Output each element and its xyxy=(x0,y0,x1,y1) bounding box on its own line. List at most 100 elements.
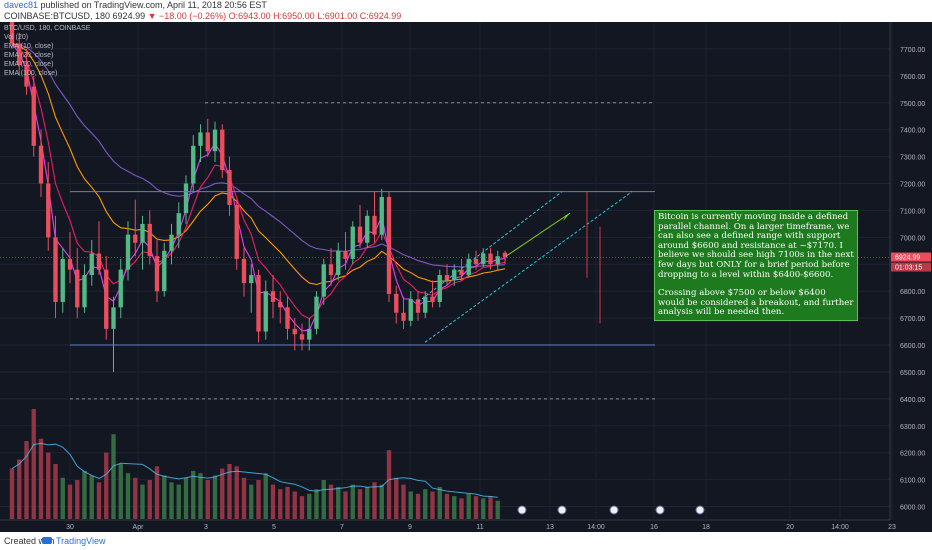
x-tick-label: 3 xyxy=(204,524,208,531)
candle-body xyxy=(379,196,384,235)
candle-body xyxy=(365,215,370,243)
candle-body xyxy=(343,250,348,259)
x-tick-label: Apr xyxy=(133,524,145,531)
tradingview-link[interactable]: TradingView xyxy=(56,536,106,546)
volume-bar xyxy=(133,477,138,519)
ohlc-line: COINBASE:BTCUSD, 180 6924.99 ▼ −18.00 (−… xyxy=(4,11,401,22)
candle-body xyxy=(162,250,167,292)
volume-bar xyxy=(343,491,348,519)
volume-bar xyxy=(234,466,239,519)
volume-bar xyxy=(495,500,500,519)
candle-body xyxy=(241,258,247,284)
y-tick-label: 7400.00 xyxy=(900,128,925,135)
candle-body xyxy=(386,196,392,294)
candle-body xyxy=(437,275,442,302)
candle-body xyxy=(140,223,145,243)
x-tick-label: 20 xyxy=(786,524,794,531)
event-marker-icon[interactable] xyxy=(655,505,665,515)
open-value: O:6943.00 xyxy=(228,11,271,21)
volume-bar xyxy=(408,491,413,519)
high-value: H:6950.00 xyxy=(273,11,315,21)
volume-bar xyxy=(321,480,326,519)
volume-bar xyxy=(481,498,486,519)
x-tick-label: 9 xyxy=(408,524,412,531)
candle-body xyxy=(46,183,51,238)
legend-item[interactable]: EMA (20, close) xyxy=(4,52,54,59)
volume-bar xyxy=(125,473,131,519)
y-tick-label: 7500.00 xyxy=(900,101,925,108)
legend-item[interactable]: EMA (10, close) xyxy=(4,43,54,50)
y-tick-label: 7300.00 xyxy=(900,155,925,162)
candle-body xyxy=(452,269,457,281)
volume-bar xyxy=(365,486,370,519)
volume-bar xyxy=(307,493,312,519)
event-marker-icon[interactable] xyxy=(695,505,705,515)
volume-bar xyxy=(249,484,254,519)
volume-bar xyxy=(205,480,210,519)
candle-body xyxy=(473,258,479,265)
x-tick-label: 30 xyxy=(66,524,74,531)
arrow-head xyxy=(563,213,570,222)
ema100-line xyxy=(11,42,506,268)
candle-body xyxy=(249,275,254,284)
price-change: ▼ −18.00 (−0.26%) xyxy=(147,11,227,21)
candle-body xyxy=(60,258,65,302)
ema20-line xyxy=(11,43,506,320)
candle-body xyxy=(82,275,87,308)
candle-body xyxy=(183,183,189,214)
event-marker-icon[interactable] xyxy=(557,505,567,515)
y-tick-label: 6000.00 xyxy=(900,505,925,512)
candle-body xyxy=(314,296,319,329)
y-tick-label: 6800.00 xyxy=(900,289,925,296)
low-value: L:6901.00 xyxy=(317,11,358,21)
y-tick-label: 6300.00 xyxy=(900,424,925,431)
volume-bar xyxy=(314,489,319,519)
projection-arrow-up[interactable] xyxy=(505,212,571,257)
candle-body xyxy=(96,253,102,270)
volume-bar xyxy=(437,486,442,519)
x-tick-label: 11 xyxy=(476,524,483,531)
analysis-note[interactable]: Bitcoin is currently moving inside a def… xyxy=(654,210,858,321)
volume-bar xyxy=(241,477,247,519)
author-link[interactable]: davec81 xyxy=(4,0,39,10)
candle-body xyxy=(205,132,210,152)
volume-bar xyxy=(386,450,392,519)
x-tick-label: 7 xyxy=(340,524,344,531)
candle-body xyxy=(270,291,276,302)
candle-body xyxy=(336,250,341,276)
candle-body xyxy=(401,312,406,321)
channel-upper-line[interactable] xyxy=(417,191,563,303)
chart-header: davec81 published on TradingView.com, Ap… xyxy=(0,0,932,22)
volume-bar xyxy=(444,493,450,519)
footer: Created with TradingView xyxy=(0,532,932,550)
legend-item[interactable]: Vol (20) xyxy=(4,34,29,41)
candle-body xyxy=(350,226,355,259)
event-marker-icon[interactable] xyxy=(517,505,527,515)
candle-body xyxy=(481,253,486,265)
note-paragraph: Bitcoin is currently moving inside a def… xyxy=(658,212,854,280)
candle-body xyxy=(118,269,123,308)
legend-item[interactable]: BTC/USD, 180, COINBASE xyxy=(4,25,91,32)
y-tick-label: 6400.00 xyxy=(900,397,925,404)
volume-bar xyxy=(430,491,435,519)
candle-body xyxy=(133,234,138,243)
ema50-line xyxy=(11,43,506,286)
volume-bar xyxy=(415,493,421,519)
candle-body xyxy=(176,213,181,235)
candle-body xyxy=(227,170,232,206)
candle-body xyxy=(125,234,131,270)
channel-lower-line[interactable] xyxy=(424,191,633,343)
volume-bar xyxy=(488,496,493,519)
candle-body xyxy=(154,256,160,292)
candle-body xyxy=(75,269,80,308)
last-price: 6924.99 xyxy=(112,11,146,21)
volume-bar xyxy=(452,496,457,519)
symbol-label: COINBASE:BTCUSD, 180 xyxy=(4,11,111,21)
close-value: C:6924.99 xyxy=(359,11,402,21)
legend-item[interactable]: EMA (50, close) xyxy=(4,61,54,68)
volume-bar xyxy=(104,452,109,519)
candle-body xyxy=(423,296,428,313)
y-tick-label: 6500.00 xyxy=(900,370,925,377)
legend-item[interactable]: EMA (100, close) xyxy=(4,70,58,77)
event-marker-icon[interactable] xyxy=(609,505,619,515)
